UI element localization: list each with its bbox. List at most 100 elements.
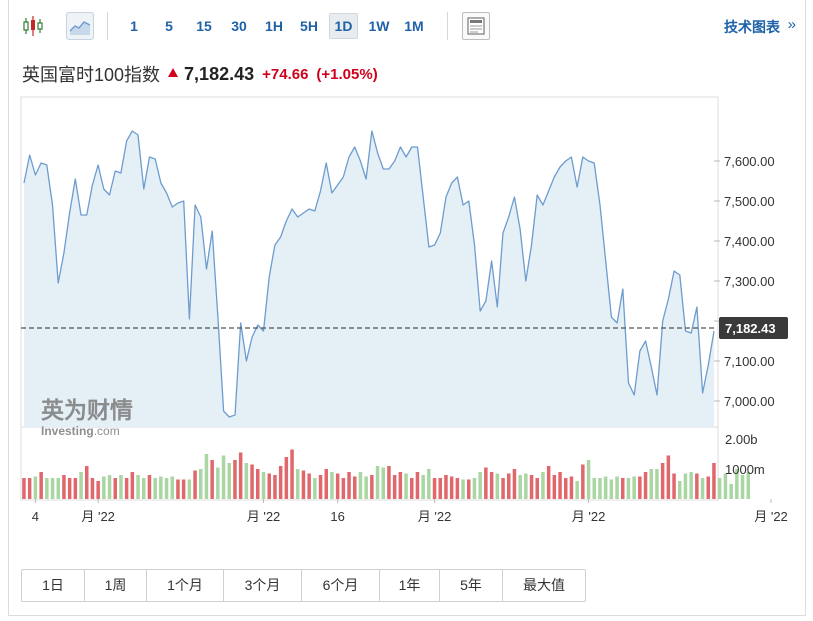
volume-bar xyxy=(467,479,471,499)
volume-bar xyxy=(461,479,465,499)
price-change-percent: (+1.05%) xyxy=(316,65,378,83)
volume-bar xyxy=(632,476,636,499)
volume-bar xyxy=(90,478,95,499)
volume-bar xyxy=(335,473,340,499)
timeframe-1m[interactable]: 1M xyxy=(404,18,424,34)
price-line xyxy=(23,130,715,418)
volume-bar xyxy=(187,479,192,499)
period-6m[interactable]: 6个月 xyxy=(302,570,380,601)
volume-bar xyxy=(666,455,671,499)
y-tick-label: 7,500.00 xyxy=(724,194,775,209)
volume-bar xyxy=(592,478,596,499)
volume-bar xyxy=(278,466,283,499)
area-chart-icon[interactable] xyxy=(66,12,94,40)
investing-watermark: 英为财情 Investing.com xyxy=(41,397,133,438)
volume-bar xyxy=(495,473,500,499)
volume-bar xyxy=(535,478,539,499)
last-price-tag xyxy=(719,317,788,340)
watermark-brand-en: Investing.com xyxy=(41,424,120,438)
volume-bar xyxy=(176,479,180,499)
volume-bar xyxy=(712,463,716,499)
volume-bar xyxy=(689,472,693,499)
volume-bar xyxy=(233,460,237,499)
instrument-name: 英国富时100指数 xyxy=(22,65,161,85)
timeframe-5[interactable]: 5 xyxy=(165,18,173,34)
volume-bar xyxy=(449,476,454,499)
volume-bar xyxy=(484,467,488,499)
volume-bar xyxy=(364,476,368,499)
volume-bar xyxy=(432,478,437,499)
volume-bar xyxy=(621,478,625,499)
volume-bar xyxy=(558,472,562,499)
volume-bar xyxy=(313,478,317,499)
period-1m[interactable]: 1个月 xyxy=(147,570,224,601)
volume-bar xyxy=(507,473,511,499)
volume-bar xyxy=(410,478,414,499)
volume-bar xyxy=(660,463,665,499)
volume-bar xyxy=(27,478,32,499)
volume-bar xyxy=(330,472,334,499)
volume-bar xyxy=(170,476,174,499)
volume-bar xyxy=(45,478,49,499)
period-3m[interactable]: 3个月 xyxy=(224,570,302,601)
last-price-tag-label: 7,182.43 xyxy=(725,321,776,336)
volume-bar xyxy=(552,475,557,499)
timeframe-1[interactable]: 1 xyxy=(130,18,138,34)
volume-bar xyxy=(250,464,254,499)
volume-bar xyxy=(119,475,123,499)
volume-bar xyxy=(695,473,699,499)
period-1d[interactable]: 1日 xyxy=(22,570,85,601)
period-1w[interactable]: 1周 xyxy=(85,570,147,601)
price-chart[interactable]: 英为财情 Investing.com 7,600.00 7,500.00 7,400… xyxy=(0,0,813,560)
volume-bar xyxy=(227,463,231,499)
volume-bar xyxy=(672,473,676,499)
volume-bar xyxy=(404,473,408,499)
volume-bar xyxy=(353,476,357,499)
timeframe-1h[interactable]: 1H xyxy=(265,18,283,34)
volume-bar xyxy=(706,476,710,499)
timeframe-1d[interactable]: 1D xyxy=(329,13,358,39)
volume-bar xyxy=(643,472,648,499)
period-max[interactable]: 最大值 xyxy=(523,577,565,593)
volume-bar xyxy=(102,476,106,499)
volume-bar xyxy=(142,478,146,499)
volume-bar xyxy=(569,476,574,499)
volume-bar xyxy=(655,469,659,499)
y-tick-label: 7,000.00 xyxy=(724,394,775,409)
volume-bar xyxy=(472,478,477,499)
news-icon[interactable] xyxy=(462,12,490,40)
x-tick-label: 4 xyxy=(32,509,39,524)
volume-bar xyxy=(96,481,100,499)
timeframe-15[interactable]: 15 xyxy=(196,18,212,34)
y-tick-label: 7,300.00 xyxy=(724,274,775,289)
timeframe-30[interactable]: 30 xyxy=(231,18,247,34)
candlestick-chart-icon[interactable] xyxy=(20,12,48,40)
volume-bar xyxy=(603,476,608,499)
chart-toolbar: 1 5 15 30 1H 5H 1D 1W 1M 技术图表 » xyxy=(0,0,813,50)
volume-bar xyxy=(199,469,203,499)
up-arrow-icon xyxy=(168,67,179,77)
volume-bar xyxy=(638,476,642,499)
volume-bar xyxy=(33,476,38,499)
period-1y[interactable]: 1年 xyxy=(380,570,440,601)
volume-bar xyxy=(609,479,614,499)
volume-bar xyxy=(147,475,152,499)
volume-bar xyxy=(130,472,135,499)
volume-bar xyxy=(324,469,328,499)
timeframe-5h[interactable]: 5H xyxy=(300,18,318,34)
volume-bar xyxy=(518,475,522,499)
volume-bar xyxy=(586,460,591,499)
volume-bar xyxy=(210,460,214,499)
volume-bar xyxy=(746,472,750,499)
period-5y[interactable]: 5年 xyxy=(440,570,503,601)
y-tick-label: 7,400.00 xyxy=(724,234,775,249)
timeframe-1w[interactable]: 1W xyxy=(368,18,390,34)
tech-chart-link[interactable]: 技术图表 xyxy=(724,19,780,35)
volume-bar xyxy=(50,478,55,499)
double-chevron-right-icon[interactable]: » xyxy=(787,16,796,33)
volume-bar xyxy=(301,470,306,499)
volume-bar xyxy=(67,478,72,499)
volume-bar xyxy=(649,469,653,499)
volume-bar xyxy=(273,475,277,499)
volume-bar xyxy=(444,475,448,499)
